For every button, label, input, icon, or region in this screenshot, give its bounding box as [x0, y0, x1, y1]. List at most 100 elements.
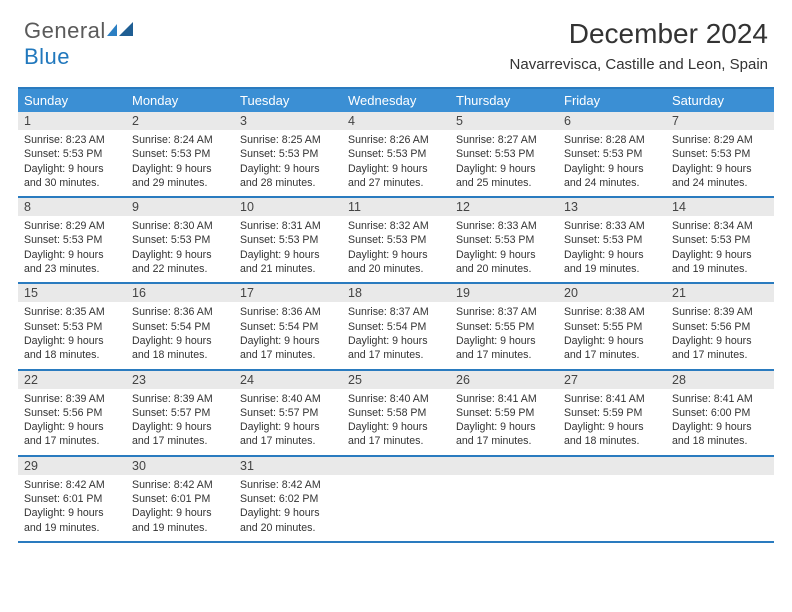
- day-number: 6: [558, 112, 666, 130]
- sunset-line: Sunset: 5:53 PM: [564, 233, 660, 247]
- calendar-day: 11Sunrise: 8:32 AMSunset: 5:53 PMDayligh…: [342, 198, 450, 282]
- weekday-header: Sunday: [18, 89, 126, 112]
- daylight-line: Daylight: 9 hours and 20 minutes.: [348, 248, 444, 277]
- calendar-day: [342, 457, 450, 541]
- day-details: Sunrise: 8:36 AMSunset: 5:54 PMDaylight:…: [126, 302, 234, 368]
- brand-word1: General: [24, 18, 106, 43]
- calendar-day: 16Sunrise: 8:36 AMSunset: 5:54 PMDayligh…: [126, 284, 234, 368]
- sunrise-line: Sunrise: 8:39 AM: [132, 392, 228, 406]
- daylight-line: Daylight: 9 hours and 17 minutes.: [456, 334, 552, 363]
- sunrise-line: Sunrise: 8:39 AM: [24, 392, 120, 406]
- day-number: 3: [234, 112, 342, 130]
- day-details: Sunrise: 8:36 AMSunset: 5:54 PMDaylight:…: [234, 302, 342, 368]
- daylight-line: Daylight: 9 hours and 24 minutes.: [564, 162, 660, 191]
- day-details: Sunrise: 8:42 AMSunset: 6:01 PMDaylight:…: [126, 475, 234, 541]
- sunrise-line: Sunrise: 8:41 AM: [672, 392, 768, 406]
- sunset-line: Sunset: 5:58 PM: [348, 406, 444, 420]
- calendar-day: 9Sunrise: 8:30 AMSunset: 5:53 PMDaylight…: [126, 198, 234, 282]
- sunrise-line: Sunrise: 8:42 AM: [24, 478, 120, 492]
- day-number: 15: [18, 284, 126, 302]
- day-details: Sunrise: 8:25 AMSunset: 5:53 PMDaylight:…: [234, 130, 342, 196]
- sunset-line: Sunset: 6:01 PM: [132, 492, 228, 506]
- day-number: 11: [342, 198, 450, 216]
- weekday-header: Saturday: [666, 89, 774, 112]
- day-details: Sunrise: 8:41 AMSunset: 5:59 PMDaylight:…: [450, 389, 558, 455]
- day-details: Sunrise: 8:37 AMSunset: 5:54 PMDaylight:…: [342, 302, 450, 368]
- weekday-header: Tuesday: [234, 89, 342, 112]
- sunset-line: Sunset: 5:53 PM: [564, 147, 660, 161]
- day-details: Sunrise: 8:34 AMSunset: 5:53 PMDaylight:…: [666, 216, 774, 282]
- sunrise-line: Sunrise: 8:31 AM: [240, 219, 336, 233]
- day-number: [450, 457, 558, 475]
- calendar-day: 30Sunrise: 8:42 AMSunset: 6:01 PMDayligh…: [126, 457, 234, 541]
- calendar-week: 22Sunrise: 8:39 AMSunset: 5:56 PMDayligh…: [18, 371, 774, 457]
- day-details: Sunrise: 8:35 AMSunset: 5:53 PMDaylight:…: [18, 302, 126, 368]
- daylight-line: Daylight: 9 hours and 17 minutes.: [672, 334, 768, 363]
- sunset-line: Sunset: 5:56 PM: [672, 320, 768, 334]
- sunset-line: Sunset: 5:53 PM: [456, 233, 552, 247]
- day-details: Sunrise: 8:30 AMSunset: 5:53 PMDaylight:…: [126, 216, 234, 282]
- sunset-line: Sunset: 6:02 PM: [240, 492, 336, 506]
- sunset-line: Sunset: 5:53 PM: [240, 147, 336, 161]
- sunset-line: Sunset: 5:54 PM: [240, 320, 336, 334]
- daylight-line: Daylight: 9 hours and 25 minutes.: [456, 162, 552, 191]
- daylight-line: Daylight: 9 hours and 27 minutes.: [348, 162, 444, 191]
- calendar-day: 8Sunrise: 8:29 AMSunset: 5:53 PMDaylight…: [18, 198, 126, 282]
- sunrise-line: Sunrise: 8:42 AM: [132, 478, 228, 492]
- sunrise-line: Sunrise: 8:29 AM: [672, 133, 768, 147]
- sunset-line: Sunset: 5:57 PM: [240, 406, 336, 420]
- sunrise-line: Sunrise: 8:37 AM: [348, 305, 444, 319]
- day-details: Sunrise: 8:38 AMSunset: 5:55 PMDaylight:…: [558, 302, 666, 368]
- day-details: Sunrise: 8:32 AMSunset: 5:53 PMDaylight:…: [342, 216, 450, 282]
- day-number: 19: [450, 284, 558, 302]
- sunset-line: Sunset: 5:53 PM: [24, 320, 120, 334]
- calendar-day: 26Sunrise: 8:41 AMSunset: 5:59 PMDayligh…: [450, 371, 558, 455]
- calendar-week: 8Sunrise: 8:29 AMSunset: 5:53 PMDaylight…: [18, 198, 774, 284]
- sunset-line: Sunset: 5:59 PM: [456, 406, 552, 420]
- sunrise-line: Sunrise: 8:25 AM: [240, 133, 336, 147]
- sunset-line: Sunset: 5:53 PM: [24, 233, 120, 247]
- sunset-line: Sunset: 5:53 PM: [24, 147, 120, 161]
- sunset-line: Sunset: 5:53 PM: [672, 147, 768, 161]
- calendar-day: 12Sunrise: 8:33 AMSunset: 5:53 PMDayligh…: [450, 198, 558, 282]
- day-number: 14: [666, 198, 774, 216]
- calendar-day: 24Sunrise: 8:40 AMSunset: 5:57 PMDayligh…: [234, 371, 342, 455]
- day-number: 25: [342, 371, 450, 389]
- day-number: 23: [126, 371, 234, 389]
- day-number: 13: [558, 198, 666, 216]
- sunrise-line: Sunrise: 8:37 AM: [456, 305, 552, 319]
- calendar-week: 1Sunrise: 8:23 AMSunset: 5:53 PMDaylight…: [18, 112, 774, 198]
- sunset-line: Sunset: 6:00 PM: [672, 406, 768, 420]
- daylight-line: Daylight: 9 hours and 17 minutes.: [456, 420, 552, 449]
- calendar-day: [558, 457, 666, 541]
- daylight-line: Daylight: 9 hours and 17 minutes.: [132, 420, 228, 449]
- day-details: Sunrise: 8:29 AMSunset: 5:53 PMDaylight:…: [18, 216, 126, 282]
- day-details: Sunrise: 8:42 AMSunset: 6:02 PMDaylight:…: [234, 475, 342, 541]
- day-number: 30: [126, 457, 234, 475]
- daylight-line: Daylight: 9 hours and 17 minutes.: [564, 334, 660, 363]
- day-details: Sunrise: 8:40 AMSunset: 5:58 PMDaylight:…: [342, 389, 450, 455]
- day-details: Sunrise: 8:23 AMSunset: 5:53 PMDaylight:…: [18, 130, 126, 196]
- day-details: Sunrise: 8:41 AMSunset: 5:59 PMDaylight:…: [558, 389, 666, 455]
- calendar-day: 6Sunrise: 8:28 AMSunset: 5:53 PMDaylight…: [558, 112, 666, 196]
- day-number: 26: [450, 371, 558, 389]
- location-text: Navarrevisca, Castille and Leon, Spain: [510, 56, 768, 73]
- calendar-day: 2Sunrise: 8:24 AMSunset: 5:53 PMDaylight…: [126, 112, 234, 196]
- sunset-line: Sunset: 5:54 PM: [348, 320, 444, 334]
- sunrise-line: Sunrise: 8:41 AM: [564, 392, 660, 406]
- calendar-day: 27Sunrise: 8:41 AMSunset: 5:59 PMDayligh…: [558, 371, 666, 455]
- sunset-line: Sunset: 5:53 PM: [456, 147, 552, 161]
- day-details: Sunrise: 8:24 AMSunset: 5:53 PMDaylight:…: [126, 130, 234, 196]
- day-details: Sunrise: 8:41 AMSunset: 6:00 PMDaylight:…: [666, 389, 774, 455]
- sunset-line: Sunset: 5:53 PM: [240, 233, 336, 247]
- day-number: 10: [234, 198, 342, 216]
- weekday-header: Wednesday: [342, 89, 450, 112]
- sunset-line: Sunset: 5:55 PM: [456, 320, 552, 334]
- daylight-line: Daylight: 9 hours and 18 minutes.: [132, 334, 228, 363]
- month-title: December 2024: [510, 18, 768, 50]
- sunset-line: Sunset: 5:53 PM: [132, 147, 228, 161]
- calendar-day: 3Sunrise: 8:25 AMSunset: 5:53 PMDaylight…: [234, 112, 342, 196]
- calendar-day: 7Sunrise: 8:29 AMSunset: 5:53 PMDaylight…: [666, 112, 774, 196]
- sunrise-line: Sunrise: 8:39 AM: [672, 305, 768, 319]
- calendar-day: 14Sunrise: 8:34 AMSunset: 5:53 PMDayligh…: [666, 198, 774, 282]
